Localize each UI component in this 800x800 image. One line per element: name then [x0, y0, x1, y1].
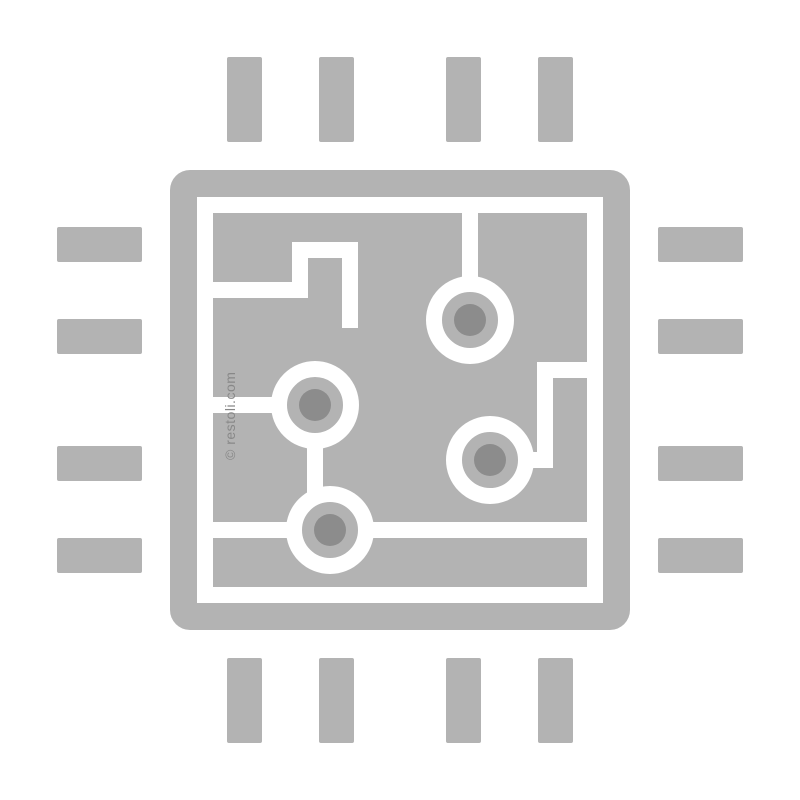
chip-pin — [227, 57, 262, 142]
node-dot-mid-left — [299, 389, 331, 421]
chip-pin — [57, 227, 142, 262]
chip-pin — [446, 658, 481, 743]
chip-pin — [658, 227, 743, 262]
chip-pin — [658, 538, 743, 573]
chip-pin — [446, 57, 481, 142]
chip-pin — [319, 57, 354, 142]
chip-pin — [57, 319, 142, 354]
chip-pin — [538, 658, 573, 743]
chip-pin — [538, 57, 573, 142]
chip-pin — [57, 538, 142, 573]
chip-pin — [658, 446, 743, 481]
microchip-icon: © restoli.com — [0, 0, 800, 800]
chip-pin — [319, 658, 354, 743]
chip-pin — [658, 319, 743, 354]
node-dot-mid-right — [474, 444, 506, 476]
watermark-text: © restoli.com — [222, 372, 238, 460]
chip-pin — [227, 658, 262, 743]
node-dot-top-right — [454, 304, 486, 336]
chip-pin — [57, 446, 142, 481]
node-dot-bottom-left — [314, 514, 346, 546]
